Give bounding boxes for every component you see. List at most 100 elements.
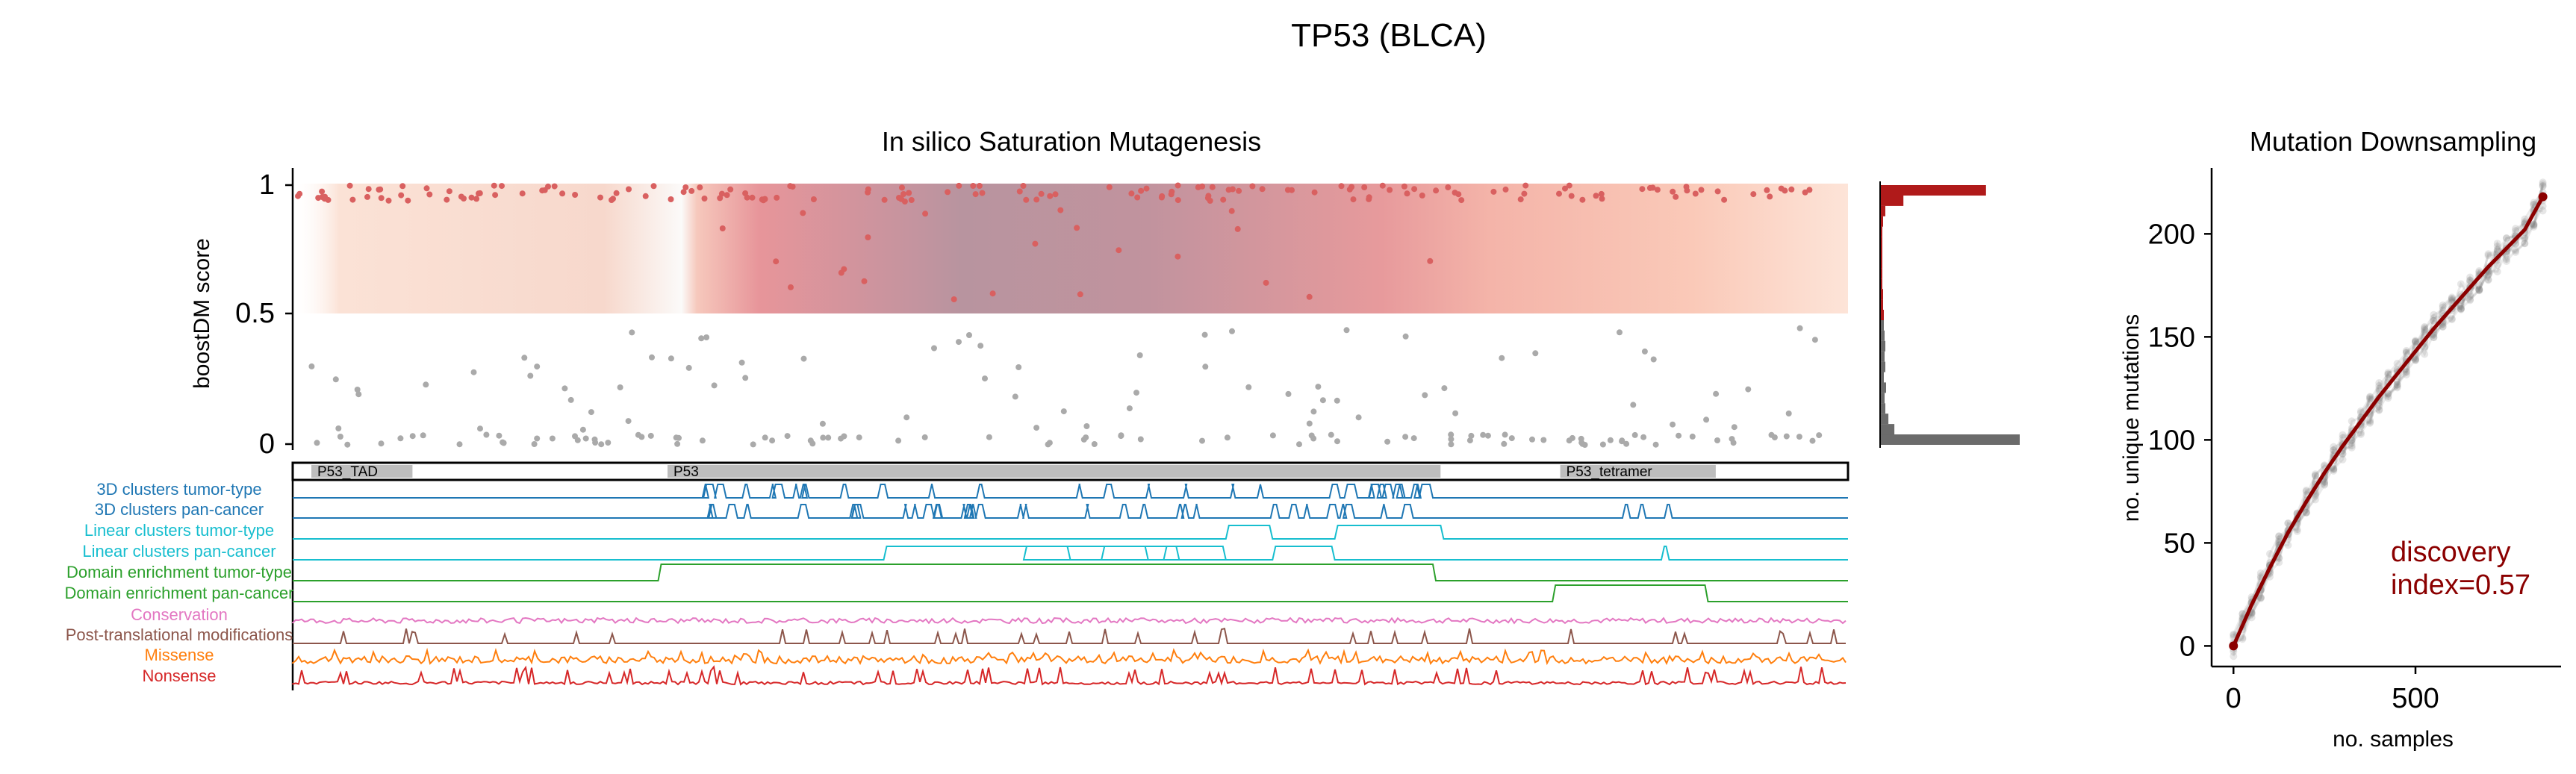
scatter-point bbox=[703, 334, 710, 340]
scatter-point bbox=[572, 433, 578, 440]
scatter-point bbox=[1802, 189, 1808, 196]
scatter-point bbox=[1502, 186, 1509, 193]
scatter-point bbox=[409, 433, 416, 440]
sample-point bbox=[2356, 407, 2365, 415]
sample-point bbox=[2457, 305, 2465, 313]
histogram-bar bbox=[1881, 258, 1882, 269]
scatter-point bbox=[1134, 194, 1141, 201]
scatter-point bbox=[476, 190, 482, 197]
scatter-point bbox=[921, 434, 928, 440]
histogram-bar bbox=[1881, 299, 1883, 310]
scatter-point bbox=[1057, 207, 1064, 213]
score-histogram bbox=[1879, 181, 2020, 448]
scatter-point bbox=[1422, 392, 1428, 399]
scatter-point bbox=[477, 425, 483, 432]
sample-point bbox=[2475, 285, 2483, 293]
track-line bbox=[293, 546, 1848, 561]
track-label: Domain enrichment tumor-type bbox=[66, 563, 292, 581]
histogram-bar bbox=[1881, 195, 1904, 206]
sample-point bbox=[2366, 393, 2374, 402]
sample-point bbox=[2366, 416, 2374, 425]
histogram-bar bbox=[1881, 247, 1882, 258]
scatter-point bbox=[647, 432, 654, 439]
histogram-bar bbox=[1881, 382, 1886, 393]
sample-point bbox=[2330, 466, 2338, 475]
scatter-point bbox=[1623, 440, 1630, 447]
scatter-point bbox=[1402, 333, 1409, 340]
scatter-point bbox=[1136, 352, 1143, 358]
ds-y-tick-label: 100 bbox=[2148, 425, 2195, 456]
scatter-point bbox=[1308, 432, 1315, 439]
scatter-point bbox=[899, 184, 905, 191]
sample-point bbox=[2375, 406, 2383, 414]
saturation-panel: In silico Saturation Mutagenesis 1 0.5 0… bbox=[190, 126, 1848, 460]
sample-point bbox=[2311, 470, 2319, 478]
scatter-point bbox=[1168, 191, 1175, 198]
scatter-point bbox=[1617, 329, 1623, 336]
scatter-point bbox=[398, 192, 405, 199]
domain-block bbox=[668, 465, 1441, 478]
scatter-point bbox=[1343, 327, 1350, 334]
scatter-point bbox=[674, 440, 681, 447]
scatter-point bbox=[1052, 191, 1059, 198]
scatter-point bbox=[1202, 363, 1209, 370]
scatter-point bbox=[521, 355, 528, 361]
scatter-point bbox=[1466, 437, 1473, 444]
sample-point bbox=[2384, 374, 2392, 382]
sample-point bbox=[2466, 273, 2474, 281]
scatter-point bbox=[719, 225, 726, 231]
sample-point bbox=[2539, 182, 2547, 190]
scatter-point bbox=[1630, 402, 1637, 408]
ds-y-tick-label: 50 bbox=[2164, 528, 2195, 559]
histogram-bar bbox=[1881, 424, 1895, 435]
sample-point bbox=[2302, 486, 2310, 494]
scatter-point bbox=[354, 387, 361, 393]
scatter-point bbox=[626, 186, 632, 193]
sample-point bbox=[2430, 310, 2438, 319]
sample-point bbox=[2521, 240, 2529, 248]
sample-point bbox=[2330, 443, 2338, 451]
track-line bbox=[292, 647, 1847, 666]
scatter-point bbox=[699, 437, 706, 444]
scatter-point bbox=[738, 359, 745, 366]
sample-point bbox=[2475, 287, 2483, 294]
ds-y-tick-label: 150 bbox=[2148, 322, 2195, 353]
scatter-point bbox=[1529, 436, 1535, 443]
scatter-point bbox=[1767, 193, 1773, 200]
scatter-point bbox=[500, 439, 506, 446]
sample-point bbox=[2339, 434, 2347, 442]
sample-point bbox=[2430, 333, 2438, 341]
scatter-point bbox=[545, 183, 551, 190]
sample-point bbox=[2384, 369, 2392, 377]
scatter-point bbox=[1448, 441, 1455, 448]
sample-point bbox=[2311, 472, 2319, 480]
scatter-point bbox=[773, 258, 780, 265]
scatter-point bbox=[1319, 397, 1326, 404]
scatter-point bbox=[676, 434, 682, 441]
scatter-point bbox=[1598, 190, 1605, 197]
sample-point bbox=[2430, 314, 2438, 322]
scatter-point bbox=[1020, 183, 1027, 189]
sample-point bbox=[2475, 281, 2483, 289]
domain-label: P53 bbox=[673, 464, 699, 480]
scatter-point bbox=[378, 195, 385, 202]
sample-point bbox=[2457, 280, 2465, 288]
scatter-point bbox=[1427, 258, 1434, 264]
sample-point bbox=[2393, 378, 2401, 386]
sample-point bbox=[2375, 405, 2383, 413]
sample-point bbox=[2239, 610, 2247, 618]
sample-point bbox=[2421, 327, 2429, 335]
scatter-point bbox=[1387, 187, 1393, 193]
sample-point bbox=[2293, 525, 2301, 534]
sample-point bbox=[2356, 431, 2365, 438]
sample-point bbox=[2393, 381, 2401, 389]
sample-point bbox=[2430, 316, 2438, 325]
scatter-point bbox=[697, 184, 703, 191]
histogram-bar bbox=[1881, 289, 1883, 300]
scatter-point bbox=[724, 192, 730, 199]
scatter-point bbox=[1639, 186, 1646, 193]
sample-point bbox=[2412, 356, 2419, 364]
scatter-point bbox=[1133, 390, 1139, 396]
sample-point bbox=[2448, 295, 2456, 303]
